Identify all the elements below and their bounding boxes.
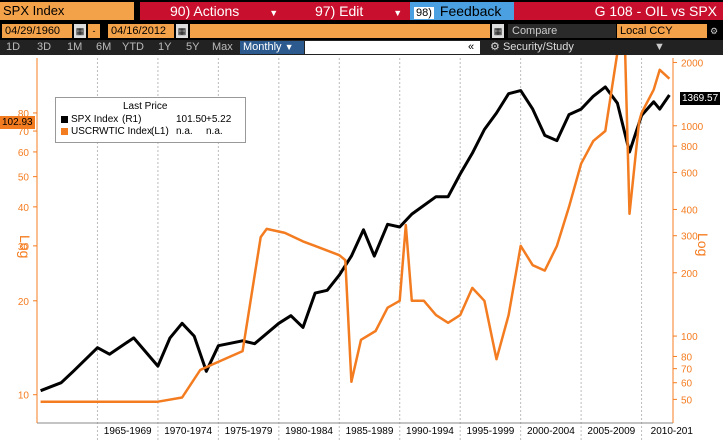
x-tick-label: 1970-1974	[164, 426, 212, 437]
edit-label: 97) Edit	[315, 3, 364, 19]
feedback-button[interactable]: 98) Feedback	[410, 2, 514, 20]
left-tick-label: 40	[18, 203, 30, 214]
left-tick-label: 20	[18, 297, 30, 308]
period-button-max[interactable]: Max	[212, 41, 233, 53]
left-tick-label: 50	[18, 173, 30, 184]
actions-menu[interactable]: 90) Actions ▼	[170, 2, 278, 20]
legend-axis: (R1)	[122, 114, 142, 125]
legend-swatch	[61, 128, 68, 135]
search-input[interactable]	[305, 41, 480, 54]
x-tick-label: 1975-1979	[225, 426, 273, 437]
chevron-down-icon: ▼	[284, 42, 294, 52]
right-tick-label: 100	[681, 332, 698, 343]
left-tick-label: 60	[18, 148, 30, 159]
security-study-button[interactable]: ⚙ Security/Study	[490, 41, 574, 54]
x-tick-label: 1965-1969	[104, 426, 152, 437]
legend-name: SPX Index	[71, 114, 119, 125]
legend-value: 101.50	[176, 114, 207, 125]
frequency-label: Monthly	[243, 41, 282, 53]
left-tick-label: 70	[18, 127, 30, 138]
left-tick-label: 10	[18, 391, 30, 402]
actions-label: 90) Actions	[170, 3, 240, 19]
period-button-3d[interactable]: 3D	[37, 41, 52, 53]
legend-name: USCRWTIC Index	[71, 126, 152, 137]
security-study-label: Security/Study	[502, 41, 574, 53]
period-button-1m[interactable]: 1M	[67, 41, 83, 53]
x-tick-label: 2005-2009	[587, 426, 635, 437]
legend-change: +5.22	[206, 114, 232, 125]
blank-field	[190, 24, 490, 38]
currency-label: Local CCY	[620, 25, 673, 37]
right-tick-label: 300	[681, 232, 698, 243]
feedback-label: Feedback	[439, 3, 502, 19]
calendar-icon[interactable]: ▦	[176, 24, 188, 38]
x-tick-label: 2010-201	[651, 426, 694, 437]
ticker-field[interactable]: SPX Index	[0, 2, 134, 20]
legend: Last Price SPX Index (R1) 101.50 +5.22 USCRW…	[55, 97, 246, 143]
start-date-field[interactable]: 04/29/1960	[2, 24, 72, 38]
legend-swatch	[61, 116, 68, 123]
series-line-spx-index	[40, 85, 671, 393]
x-tick-label: 1990-1994	[406, 426, 454, 437]
end-date-field[interactable]: 04/16/2012	[108, 24, 174, 38]
gear-icon[interactable]: ⚙	[708, 24, 720, 38]
right-tick-label: 800	[681, 142, 698, 153]
right-tick-label: 200	[681, 269, 698, 280]
right-tick-label: 400	[681, 205, 698, 216]
right-tick-label: 1000	[681, 122, 704, 133]
chevron-down-icon[interactable]: ▼	[654, 41, 665, 53]
chevron-down-icon: ▼	[269, 8, 279, 18]
right-axis-label: Log	[695, 233, 711, 256]
compare-button[interactable]: Compare	[508, 24, 616, 38]
x-tick-label: 1995-1999	[467, 426, 515, 437]
legend-axis: (L1)	[151, 126, 169, 137]
legend-heading: Last Price	[123, 101, 168, 112]
collapse-icon[interactable]: «	[468, 41, 475, 53]
left-tick-label: 80	[18, 109, 30, 120]
x-tick-label: 1980-1984	[285, 426, 333, 437]
period-button-1d[interactable]: 1D	[6, 41, 21, 53]
right-tick-label: 60	[681, 379, 693, 390]
currency-select[interactable]: Local CCY	[617, 24, 707, 38]
edit-menu[interactable]: 97) Edit ▼	[315, 2, 402, 20]
left-axis-label: Log	[17, 235, 33, 258]
calendar-icon[interactable]: ▦	[74, 24, 86, 38]
series-line-uscrwtic-index	[40, 55, 671, 403]
right-tick-label: 600	[681, 168, 698, 179]
right-tick-label: 50	[681, 395, 693, 406]
frequency-select[interactable]: Monthly ▼	[240, 41, 304, 54]
date-separator: -	[88, 24, 100, 38]
right-tick-label: 2000	[681, 58, 704, 69]
grid-icon[interactable]: ▦	[492, 24, 504, 38]
left-tick-label: 30	[18, 242, 30, 253]
right-tick-label: 70	[681, 365, 693, 376]
chevron-down-icon: ▼	[393, 8, 403, 18]
security-icon: ⚙	[490, 41, 500, 53]
x-tick-label: 2000-2004	[527, 426, 575, 437]
period-button-6m[interactable]: 6M	[96, 41, 112, 53]
legend-value: n.a.	[176, 126, 193, 137]
period-button-ytd[interactable]: YTD	[122, 41, 144, 53]
legend-change: n.a.	[206, 126, 223, 137]
right-tick-label: 80	[681, 352, 693, 363]
period-button-1y[interactable]: 1Y	[158, 41, 172, 53]
right-last-value-tag: 1369.57	[680, 92, 721, 105]
feedback-badge: 98)	[414, 7, 434, 19]
page-title: G 108 - OIL vs SPX	[594, 3, 717, 19]
x-tick-label: 1985-1989	[346, 426, 394, 437]
period-button-5y[interactable]: 5Y	[186, 41, 200, 53]
left-last-value-tag: 102.93	[0, 116, 35, 129]
price-chart: 1965-1969 1970-1974 1975-1979 1980-1984 1985…	[17, 55, 711, 440]
